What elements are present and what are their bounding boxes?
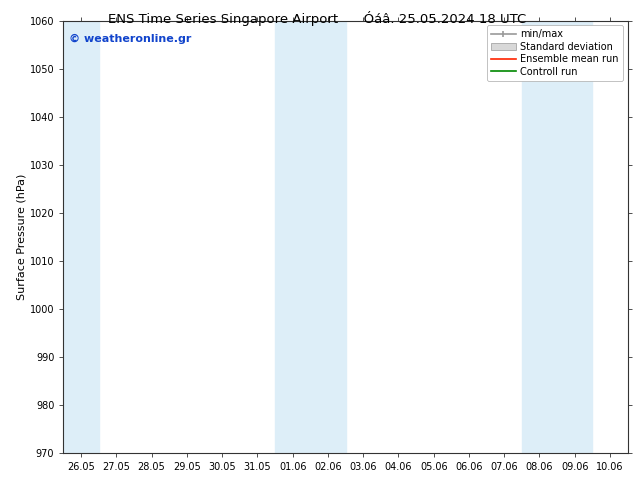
Bar [63,21,99,453]
Legend: min/max, Standard deviation, Ensemble mean run, Controll run: min/max, Standard deviation, Ensemble me… [488,25,623,80]
Text: © weatheronline.gr: © weatheronline.gr [69,33,191,44]
Text: ENS Time Series Singapore Airport      Óáâ. 25.05.2024 18 UTC: ENS Time Series Singapore Airport Óáâ. 2… [108,11,526,26]
Bar [522,21,592,453]
Y-axis label: Surface Pressure (hPa): Surface Pressure (hPa) [17,174,27,300]
Bar [275,21,346,453]
